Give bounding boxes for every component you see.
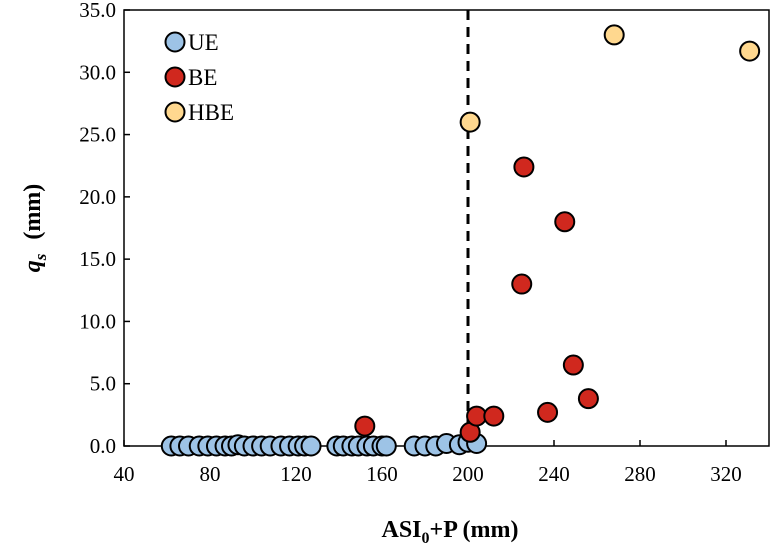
legend-marker-be bbox=[164, 66, 186, 88]
x-tick-label: 80 bbox=[200, 462, 221, 486]
point-be bbox=[511, 273, 533, 295]
legend-label-be: BE bbox=[188, 65, 217, 90]
y-tick-label: 10.0 bbox=[79, 309, 116, 333]
x-tick-label: 120 bbox=[280, 462, 312, 486]
y-axis-ticks: 0.0 5.0 10.0 15.0 20.0 25.0 30.0 35.0 bbox=[79, 0, 130, 458]
y-tick-label: 30.0 bbox=[79, 60, 116, 84]
point-hbe bbox=[459, 111, 481, 133]
point-ue bbox=[375, 435, 397, 457]
point-be bbox=[537, 401, 559, 423]
x-tick-label: 240 bbox=[538, 462, 570, 486]
x-tick-label: 200 bbox=[452, 462, 484, 486]
point-be bbox=[513, 156, 535, 178]
x-tick-label: 280 bbox=[624, 462, 656, 486]
x-axis-title: ASI0+P (mm) bbox=[381, 517, 518, 547]
point-hbe bbox=[739, 40, 761, 62]
y-tick-label: 35.0 bbox=[79, 0, 116, 22]
y-tick-label: 25.0 bbox=[79, 123, 116, 147]
point-be bbox=[483, 405, 505, 427]
point-hbe bbox=[603, 24, 625, 46]
point-be bbox=[466, 405, 488, 427]
x-tick-label: 320 bbox=[710, 462, 742, 486]
plot-area bbox=[123, 9, 770, 447]
legend-marker-hbe bbox=[164, 101, 186, 123]
x-axis-ticks: 40 80 120 160 200 240 280 320 bbox=[114, 440, 742, 486]
data-points bbox=[160, 24, 761, 457]
y-axis-title: qs(mm) bbox=[20, 184, 50, 273]
x-tick-label: 40 bbox=[114, 462, 135, 486]
legend-label-ue: UE bbox=[188, 30, 219, 55]
point-ue bbox=[300, 435, 322, 457]
y-tick-label: 5.0 bbox=[90, 372, 116, 396]
point-be bbox=[577, 388, 599, 410]
legend-marker-ue bbox=[164, 31, 186, 53]
point-be bbox=[354, 415, 376, 437]
point-be bbox=[554, 211, 576, 233]
y-tick-label: 15.0 bbox=[79, 247, 116, 271]
legend-label-hbe: HBE bbox=[188, 100, 234, 125]
y-tick-label: 0.0 bbox=[90, 434, 116, 458]
legend: UE BE HBE bbox=[164, 30, 234, 125]
x-tick-label: 160 bbox=[366, 462, 398, 486]
y-tick-label: 20.0 bbox=[79, 185, 116, 209]
point-be bbox=[562, 354, 584, 376]
